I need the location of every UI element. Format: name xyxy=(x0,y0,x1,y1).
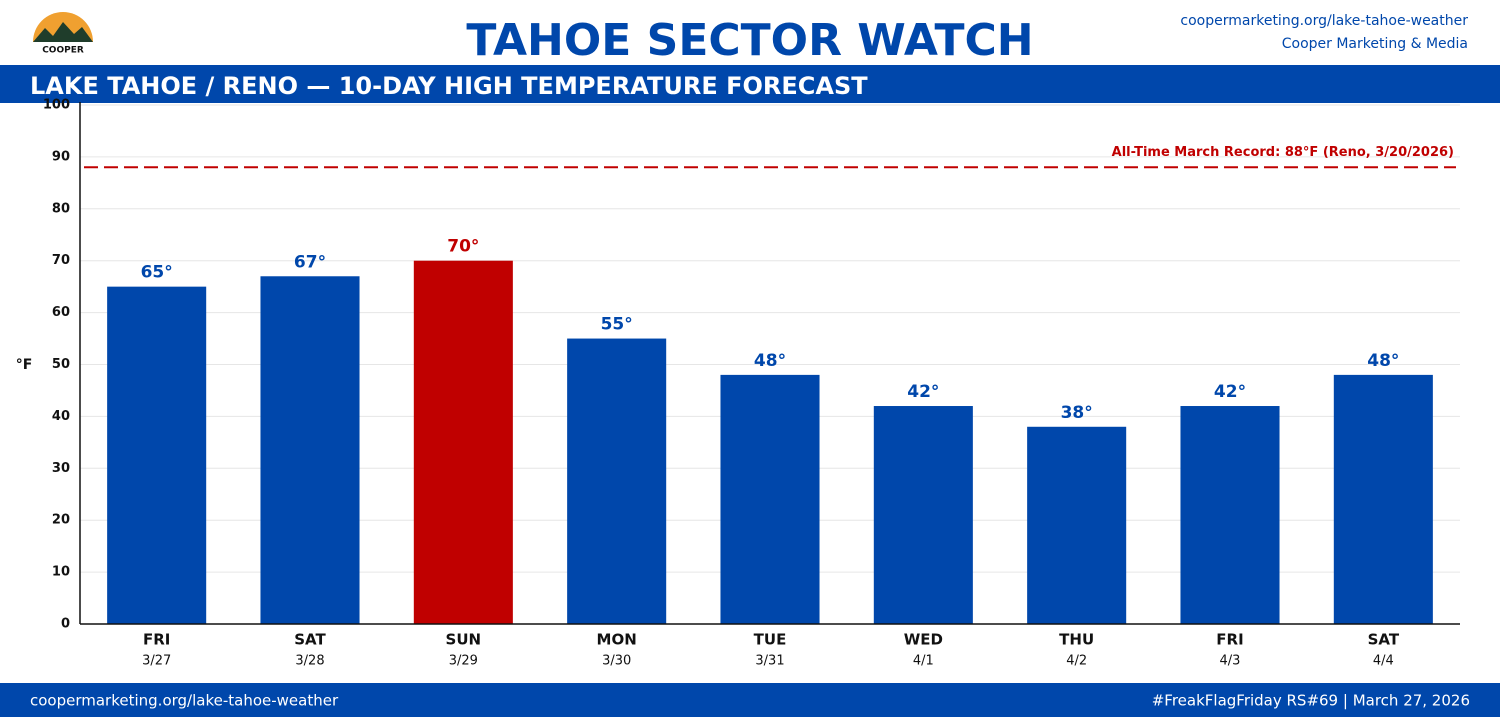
org-name: Cooper Marketing & Media xyxy=(1282,36,1468,52)
reference-label: All-Time March Record: 88°F (Reno, 3/20/… xyxy=(1112,145,1454,160)
x-tick-label: SAT xyxy=(1368,631,1400,649)
x-tick-date: 4/1 xyxy=(913,654,934,669)
value-label: 67° xyxy=(294,252,326,272)
logo: COOPER xyxy=(33,12,93,58)
bar xyxy=(1333,374,1433,624)
value-label: 48° xyxy=(1367,351,1399,371)
y-tick-label: 10 xyxy=(52,565,70,580)
value-label: 65° xyxy=(141,263,173,283)
x-tick-date: 3/29 xyxy=(449,654,478,669)
value-label: 38° xyxy=(1061,403,1093,423)
value-label: 42° xyxy=(1214,382,1246,402)
x-tick-label: SAT xyxy=(294,631,326,649)
title-band xyxy=(0,65,1500,103)
y-tick-label: 100 xyxy=(43,98,70,113)
x-tick-date: 3/30 xyxy=(602,654,631,669)
bar xyxy=(567,338,667,624)
footer-link[interactable]: coopermarketing.org/lake-tahoe-weather xyxy=(30,692,339,710)
bar xyxy=(1027,426,1127,624)
footer-band xyxy=(0,683,1500,717)
x-tick-label: FRI xyxy=(143,631,170,649)
y-axis-label: °F xyxy=(16,357,33,373)
value-label: 70° xyxy=(447,237,479,257)
page-title: TAHOE SECTOR WATCH xyxy=(466,15,1033,66)
y-tick-label: 90 xyxy=(52,149,70,164)
x-tick-date: 4/3 xyxy=(1220,654,1241,669)
y-tick-label: 50 xyxy=(52,357,70,372)
site-link[interactable]: coopermarketing.org/lake-tahoe-weather xyxy=(1180,13,1468,29)
y-tick-label: 20 xyxy=(52,513,70,528)
value-label: 55° xyxy=(601,315,633,335)
x-tick-label: THU xyxy=(1059,631,1094,649)
x-tick-label: TUE xyxy=(754,631,787,649)
bar xyxy=(1180,406,1280,624)
x-tick-date: 4/4 xyxy=(1373,654,1394,669)
y-tick-label: 80 xyxy=(52,201,70,216)
y-tick-label: 30 xyxy=(52,461,70,476)
x-tick-label: WED xyxy=(904,631,943,649)
x-tick-date: 3/27 xyxy=(142,654,171,669)
x-tick-date: 4/2 xyxy=(1066,654,1087,669)
bar xyxy=(107,286,207,624)
bar xyxy=(720,374,820,624)
value-label: 48° xyxy=(754,351,786,371)
footer-info: #FreakFlagFriday RS#69 | March 27, 2026 xyxy=(1152,692,1470,710)
bar xyxy=(260,276,360,624)
y-tick-label: 70 xyxy=(52,253,70,268)
value-label: 42° xyxy=(907,382,939,402)
bar xyxy=(873,406,973,624)
logo-text: COOPER xyxy=(42,46,84,56)
x-tick-label: SUN xyxy=(446,631,482,649)
x-tick-label: FRI xyxy=(1216,631,1243,649)
y-tick-label: 60 xyxy=(52,305,70,320)
x-tick-label: MON xyxy=(597,631,637,649)
y-tick-label: 0 xyxy=(61,617,70,632)
y-tick-label: 40 xyxy=(52,409,70,424)
bar xyxy=(413,260,513,624)
chart-title: LAKE TAHOE / RENO — 10-DAY HIGH TEMPERAT… xyxy=(30,72,868,100)
x-tick-date: 3/31 xyxy=(755,654,784,669)
x-tick-date: 3/28 xyxy=(295,654,324,669)
